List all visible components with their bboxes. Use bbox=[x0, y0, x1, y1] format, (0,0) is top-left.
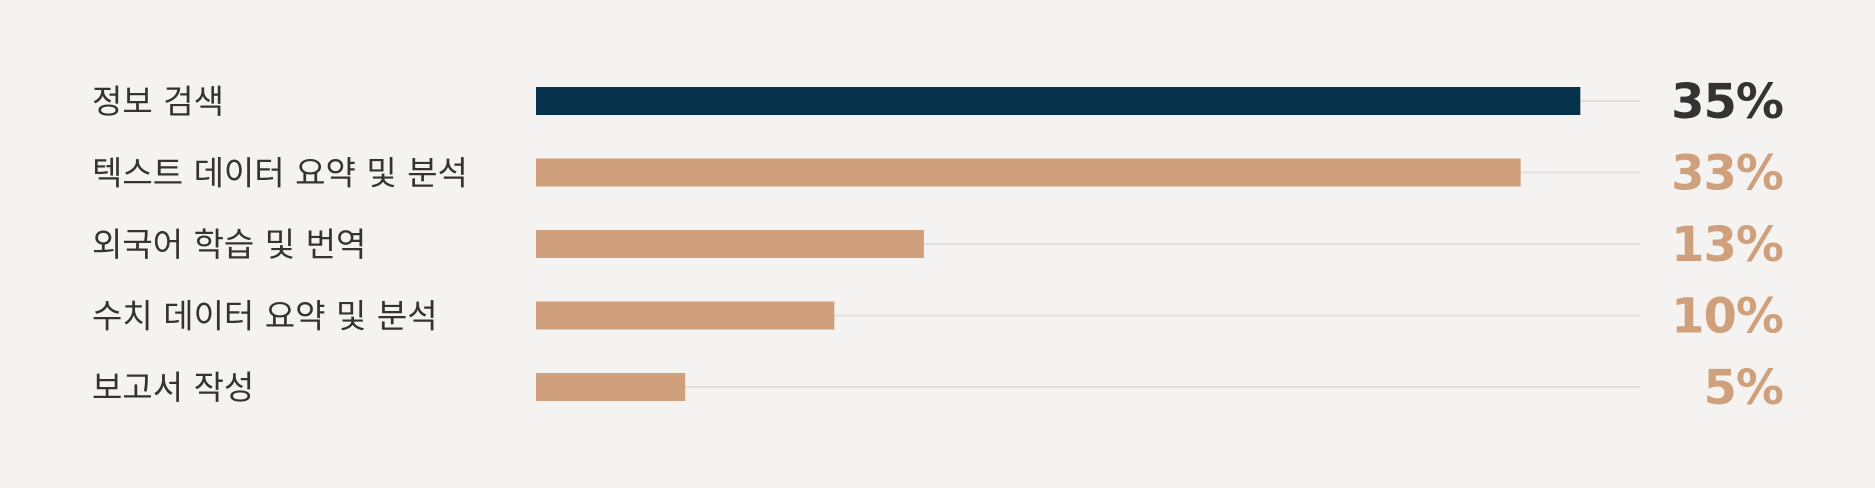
category-label: 텍스트 데이터 요약 및 분석 bbox=[92, 154, 468, 193]
bar bbox=[536, 373, 686, 401]
bar bbox=[536, 301, 835, 330]
value-label: 35% bbox=[1671, 74, 1783, 130]
bar bbox=[536, 158, 1521, 187]
bar bbox=[536, 230, 924, 258]
value-label: 10% bbox=[1671, 289, 1783, 345]
bar bbox=[536, 87, 1581, 115]
value-label: 13% bbox=[1671, 217, 1783, 273]
category-label: 보고서 작성 bbox=[92, 368, 254, 407]
category-label: 외국어 학습 및 번역 bbox=[92, 225, 366, 264]
category-label: 수치 데이터 요약 및 분석 bbox=[92, 297, 438, 336]
category-label: 정보 검색 bbox=[92, 82, 224, 121]
value-label: 5% bbox=[1704, 360, 1784, 416]
value-label: 33% bbox=[1671, 146, 1783, 202]
